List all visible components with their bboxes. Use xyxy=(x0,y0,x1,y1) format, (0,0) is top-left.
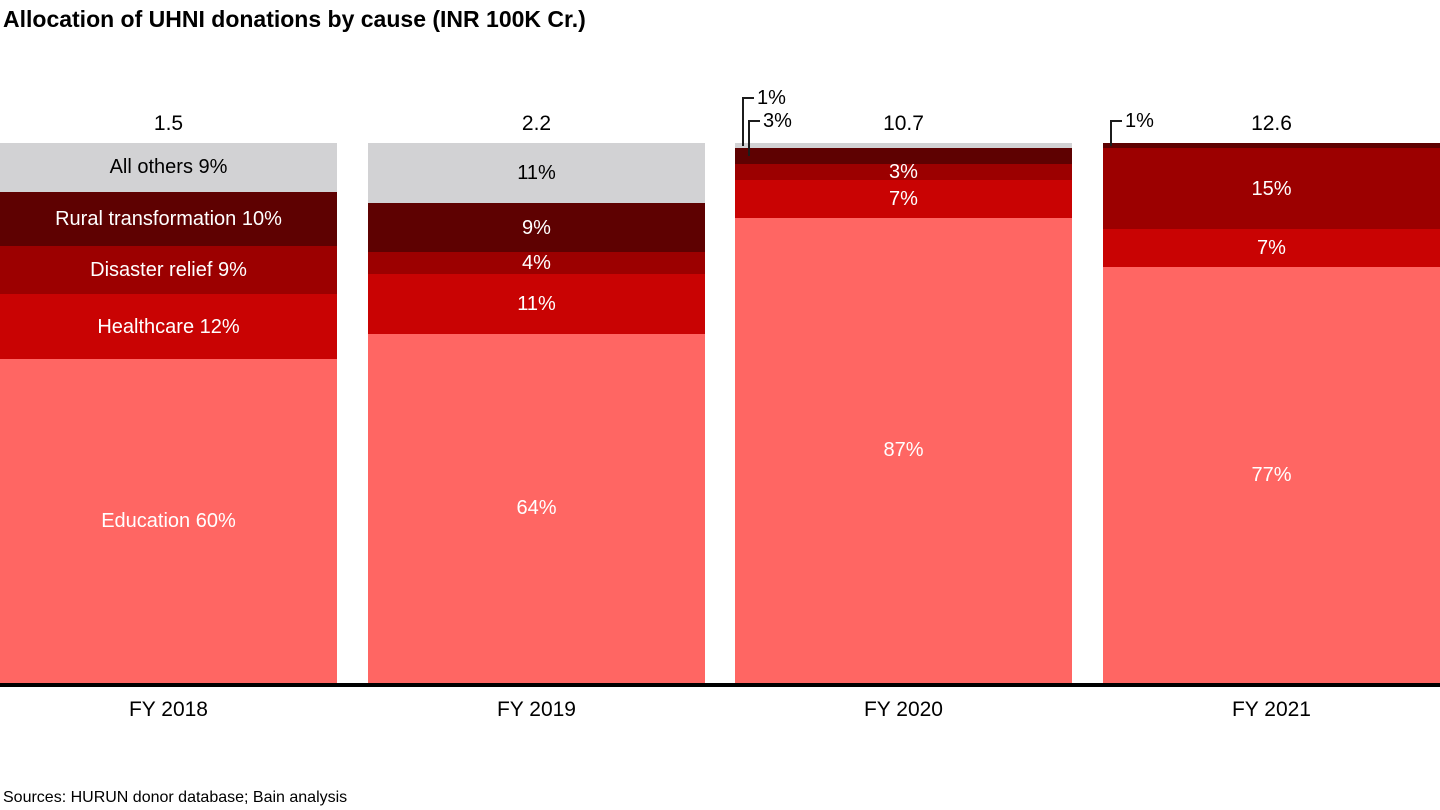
segment-fy-2020-all-others xyxy=(735,143,1072,149)
segment-label: 7% xyxy=(889,188,918,211)
segment-label: 64% xyxy=(516,497,557,520)
segment-fy-2018-education: Education 60% xyxy=(0,359,337,683)
segment-label: 77% xyxy=(1251,464,1292,487)
chart-title: Allocation of UHNI donations by cause (I… xyxy=(3,6,586,32)
segment-fy-2020-rural-transformation xyxy=(735,148,1072,165)
callout-line-horizontal xyxy=(1110,120,1122,122)
segment-fy-2019-healthcare: 11% xyxy=(368,273,705,334)
segment-label: Healthcare 12% xyxy=(97,315,240,338)
segment-label: Disaster relief 9% xyxy=(90,258,247,281)
source-note: Sources: HURUN donor database; Bain anal… xyxy=(3,789,348,806)
category-label-fy-2018: FY 2018 xyxy=(128,698,208,721)
segment-label: 11% xyxy=(517,292,556,315)
total-label: 1.5 xyxy=(153,112,184,135)
segment-fy-2021-rural-transformation xyxy=(1103,143,1440,149)
segment-fy-2021-healthcare: 7% xyxy=(1103,229,1440,268)
callout-line-horizontal xyxy=(742,97,754,99)
segment-fy-2021-education: 77% xyxy=(1103,267,1440,683)
segment-fy-2018-rural-transformation: Rural transformation 10% xyxy=(0,191,337,246)
segment-fy-2020-healthcare: 7% xyxy=(735,180,1072,218)
callout-line-vertical xyxy=(1110,120,1112,146)
segment-fy-2019-rural-transformation: 9% xyxy=(368,203,705,253)
segment-fy-2020-education: 87% xyxy=(735,217,1072,683)
total-label: 2.2 xyxy=(521,112,552,135)
x-axis-line xyxy=(0,683,1440,687)
total-label: 10.7 xyxy=(883,112,924,135)
callout-label-rural-transformation: 1% xyxy=(1125,110,1154,132)
segment-fy-2019-all-others: 11% xyxy=(368,143,705,203)
callout-line-horizontal xyxy=(748,120,760,122)
segment-fy-2018-healthcare: Healthcare 12% xyxy=(0,294,337,359)
callout-line-vertical xyxy=(748,120,750,157)
category-label-fy-2019: FY 2019 xyxy=(496,698,576,721)
segment-label: Rural transformation 10% xyxy=(55,207,282,230)
category-label-fy-2021: FY 2021 xyxy=(1231,698,1311,721)
segment-label: 3% xyxy=(889,161,918,184)
segment-fy-2020-disaster-relief: 3% xyxy=(735,161,1072,184)
segment-fy-2018-disaster-relief: Disaster relief 9% xyxy=(0,245,337,295)
segment-label: 11% xyxy=(517,162,556,184)
segment-label: All others 9% xyxy=(109,156,228,179)
segment-label: 7% xyxy=(1257,237,1286,260)
callout-label-rural-transformation: 3% xyxy=(763,110,792,132)
segment-label: 15% xyxy=(1251,177,1292,200)
segment-fy-2018-all-others: All others 9% xyxy=(0,143,337,192)
segment-fy-2021-disaster-relief: 15% xyxy=(1103,148,1440,230)
segment-label: 9% xyxy=(522,216,551,239)
segment-label: 4% xyxy=(522,251,551,274)
segment-label: 87% xyxy=(883,439,924,462)
segment-fy-2019-disaster-relief: 4% xyxy=(368,252,705,274)
callout-line-vertical xyxy=(742,97,744,146)
segment-fy-2019-education: 64% xyxy=(368,333,705,683)
total-label: 12.6 xyxy=(1251,112,1292,135)
callout-label-all-others: 1% xyxy=(757,87,786,109)
category-label-fy-2020: FY 2020 xyxy=(863,698,943,721)
segment-label: Education 60% xyxy=(101,510,236,532)
